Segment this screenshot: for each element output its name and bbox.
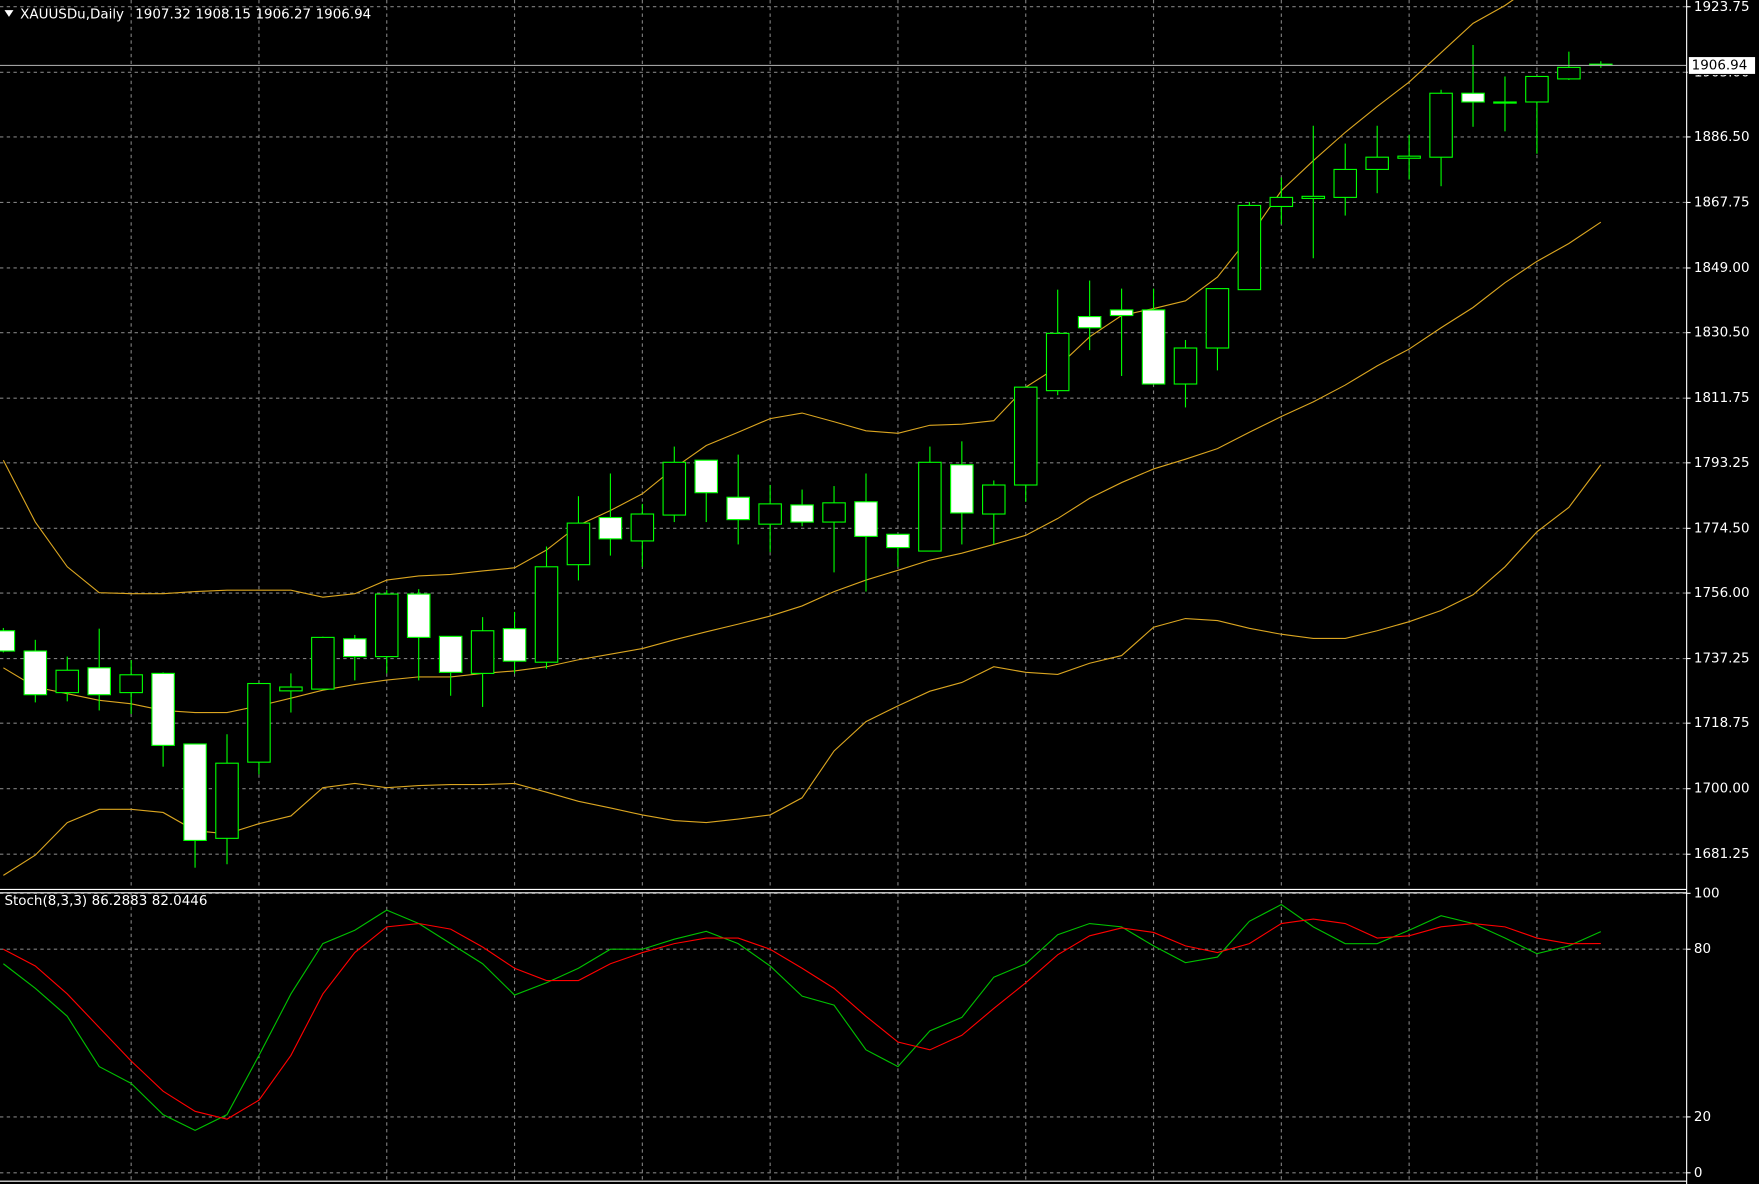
candle-body [1141,309,1166,385]
y-tick-label: 1681.25 [1694,847,1750,862]
candle-body [87,667,111,696]
series-line [3,903,1602,1131]
y-tick-label: 0 [1694,1166,1703,1181]
low-value: 1906.27 [255,8,311,23]
candle-body [1237,204,1262,291]
candle-body [1525,75,1549,103]
candle-body [1397,155,1421,159]
current-price-box [1687,55,1757,76]
candle-body [854,501,878,537]
collapse-icon[interactable] [4,10,14,17]
grid-layer [0,0,1687,1181]
candle-body [1173,347,1198,385]
candle-body [119,674,143,694]
candle-body [758,503,782,525]
y-tick-label: 1849.00 [1694,261,1750,276]
candle-body [982,484,1006,515]
y-tick-label: 1756.00 [1694,586,1750,601]
candle-body [950,464,974,514]
band-line [3,464,1602,876]
open-value: 1907.32 [135,8,191,23]
candle-body [374,593,399,658]
y-tick-label: 1718.75 [1694,716,1750,731]
candle-body [534,566,559,663]
y-tick-label: 1923.75 [1694,0,1750,15]
candle-body [790,504,814,523]
current-price-label: 1906.94 [1692,58,1748,73]
candle-body [1077,316,1102,329]
y-tick-label: 1830.50 [1694,326,1750,341]
y-tick-label: 80 [1694,942,1711,957]
y-tick-label: 1811.75 [1694,391,1750,406]
candle-body [0,630,16,652]
candle-body [694,459,719,494]
candle-body [215,762,239,839]
candle-body [406,593,431,638]
candle-body [630,513,655,542]
high-value: 1908.15 [195,8,251,23]
candle-body [23,650,48,696]
candle-body [662,461,687,516]
candle-body [151,672,175,746]
candle-body [1461,92,1485,103]
candle-body [183,743,207,841]
y-tick-label: 1737.25 [1694,652,1750,667]
candle-body [279,686,303,692]
y-tick-label: 20 [1694,1110,1711,1125]
candle-body [886,533,910,549]
candle-body [1365,156,1389,170]
candle-body [1109,309,1134,317]
candle-body [1333,168,1358,198]
candle-body [1013,386,1038,486]
candle-body [918,461,942,552]
candle-body [1493,101,1517,104]
close-value: 1906.94 [316,8,372,23]
k-value: 86.2883 [92,894,148,909]
y-tick-label: 1700.00 [1694,782,1750,797]
candle-body [1269,196,1294,208]
candle-body [55,669,80,694]
band-line [2,0,1514,598]
candle-body [247,682,271,763]
candle-body [1205,288,1230,349]
candle-body [343,638,367,658]
candle-body [822,502,846,523]
candle-body [502,628,527,662]
candle-body [1301,195,1326,199]
candle-body [726,496,750,521]
y-tick-label: 1774.50 [1694,521,1750,536]
candle-body [470,630,495,674]
candle-body [1045,332,1070,392]
candle-body [1557,66,1581,80]
y-tick-label: 100 [1694,886,1720,901]
d-value: 82.0446 [152,894,208,909]
indicator-title: Stoch(8,3,3) [4,894,87,909]
y-tick-label: 1793.25 [1694,456,1750,471]
candle-body [1429,92,1453,158]
candle-body [598,516,623,540]
main-header: XAUUSDu,Daily 1907.32 1908.15 1906.27 1906.9… [20,8,371,23]
chart-title: XAUUSDu,Daily [20,8,124,23]
candle-body [438,635,463,673]
y-tick-label: 1886.50 [1694,130,1750,145]
series-line [3,918,1601,1120]
y-tick-label: 1867.75 [1694,195,1750,210]
candle-body [311,636,335,690]
candle-body [566,522,591,566]
indicator-header: Stoch(8,3,3) 86.2883 82.0446 [4,894,207,909]
